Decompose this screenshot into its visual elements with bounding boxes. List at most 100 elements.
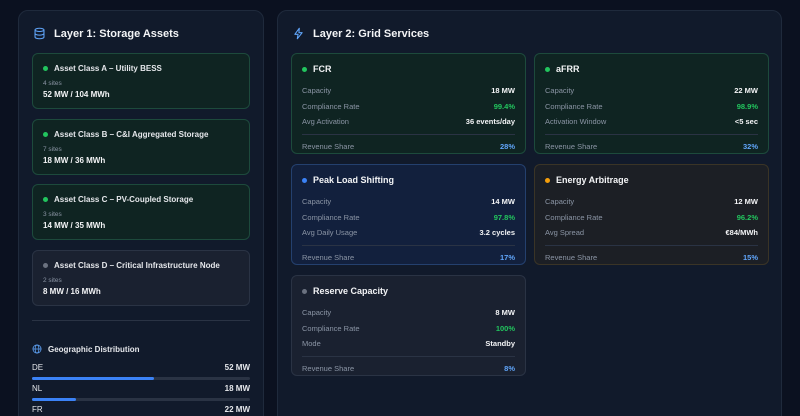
service-name: FCR: [313, 64, 332, 74]
revenue-share-label: Revenue Share: [302, 252, 355, 262]
divider: [32, 320, 250, 321]
metric-label: Capacity: [302, 308, 332, 318]
metric-value: 96.2%: [736, 212, 758, 222]
geo-row-de: DE 52 MW: [32, 363, 250, 380]
metric-label: Compliance Rate: [545, 101, 603, 111]
revenue-share-value: 8%: [504, 363, 515, 373]
geo-row-fr: FR 22 MW: [32, 405, 250, 416]
lightning-icon: [294, 27, 303, 40]
service-card-peak-load-shifting[interactable]: Peak Load Shifting Capacity 14 MW Complia…: [291, 164, 526, 265]
service-card-energy-arbitrage[interactable]: Energy Arbitrage Capacity 12 MW Complianc…: [534, 164, 769, 265]
asset-name: Asset Class A – Utility BESS: [54, 64, 162, 73]
asset-sites: 4 sites: [43, 80, 62, 87]
asset-capacity: 52 MW / 104 MWh: [43, 90, 110, 99]
metric-label: Compliance Rate: [302, 212, 360, 222]
metric-label: Capacity: [545, 197, 575, 207]
storage-assets-panel: Layer 1: Storage Assets Asset Class A – …: [18, 10, 264, 416]
service-name: Reserve Capacity: [313, 286, 389, 296]
status-dot: [545, 177, 550, 183]
metric-label: Activation Window: [545, 117, 607, 127]
metric-label: Capacity: [302, 86, 332, 96]
service-card-fcr[interactable]: FCR Capacity 18 MW Compliance Rate 99.4% A…: [291, 53, 526, 154]
status-dot: [43, 197, 48, 202]
service-card-afrr[interactable]: aFRR Capacity 22 MW Compliance Rate 98.9% …: [534, 53, 769, 154]
divider: [302, 355, 515, 357]
geo-row-nl: NL 18 MW: [32, 384, 250, 401]
status-dot: [302, 177, 307, 183]
asset-capacity: 8 MW / 16 MWh: [43, 287, 101, 296]
asset-name: Asset Class C – PV-Coupled Storage: [54, 195, 194, 204]
status-dot: [302, 66, 307, 72]
status-dot: [302, 288, 307, 294]
status-dot: [43, 263, 48, 268]
divider: [302, 244, 515, 246]
storage-assets-title: Layer 1: Storage Assets: [33, 27, 179, 40]
country-label: FR: [32, 405, 43, 414]
revenue-share-label: Revenue Share: [302, 363, 355, 373]
revenue-share-value: 15%: [742, 252, 758, 262]
metric-label: Compliance Rate: [545, 212, 603, 222]
divider: [302, 133, 515, 135]
metric-label: Mode: [302, 339, 321, 349]
metric-label: Avg Daily Usage: [302, 228, 358, 238]
asset-card-d[interactable]: Asset Class D – Critical Infrastructure …: [32, 250, 250, 306]
metric-value: 97.8%: [493, 212, 515, 222]
revenue-share-label: Revenue Share: [302, 141, 355, 151]
status-dot: [43, 66, 48, 71]
revenue-share-label: Revenue Share: [545, 141, 598, 151]
asset-name: Asset Class B – C&I Aggregated Storage: [54, 130, 209, 139]
geo-bar-fill: [32, 377, 155, 380]
metric-value: €84/MWh: [725, 228, 758, 238]
grid-services-title: Layer 2: Grid Services: [292, 27, 429, 40]
asset-card-a[interactable]: Asset Class A – Utility BESS 4 sites 52 …: [32, 53, 250, 109]
metric-label: Compliance Rate: [302, 323, 360, 333]
asset-card-b[interactable]: Asset Class B – C&I Aggregated Storage 7…: [32, 119, 250, 175]
metric-value: 8 MW: [495, 308, 515, 318]
service-card-reserve-capacity[interactable]: Reserve Capacity Capacity 8 MW Compliance…: [291, 275, 526, 376]
asset-card-c[interactable]: Asset Class C – PV-Coupled Storage 3 sit…: [32, 184, 250, 240]
metric-value: Standby: [485, 339, 515, 349]
metric-label: Capacity: [302, 197, 332, 207]
revenue-share-value: 32%: [742, 141, 758, 151]
grid-services-panel: Layer 2: Grid Services FCR Capacity 18 MW…: [277, 10, 782, 416]
metric-value: 14 MW: [491, 197, 515, 207]
service-name: Peak Load Shifting: [313, 175, 395, 185]
geo-title-text: Geographic Distribution: [48, 344, 140, 354]
metric-value: 98.9%: [736, 101, 758, 111]
country-label: DE: [32, 363, 44, 372]
globe-icon: [32, 344, 42, 354]
divider: [545, 133, 758, 135]
metric-label: Avg Spread: [545, 228, 585, 238]
revenue-share-label: Revenue Share: [545, 252, 598, 262]
revenue-share-value: 17%: [499, 252, 515, 262]
service-name: Energy Arbitrage: [556, 175, 629, 185]
grid-services-title-text: Layer 2: Grid Services: [313, 27, 430, 40]
storage-assets-title-text: Layer 1: Storage Assets: [54, 27, 179, 40]
service-name: aFRR: [556, 64, 580, 74]
metric-value: 12 MW: [734, 197, 758, 207]
geo-bar-fill: [32, 398, 76, 401]
status-dot: [545, 66, 550, 72]
metric-value: <5 sec: [734, 117, 758, 127]
metric-value: 99.4%: [493, 101, 515, 111]
database-icon: [34, 27, 45, 40]
country-mw: 52 MW: [224, 363, 250, 372]
asset-sites: 2 sites: [43, 277, 62, 284]
asset-name: Asset Class D – Critical Infrastructure …: [54, 261, 220, 270]
geo-distribution-title: Geographic Distribution: [32, 344, 140, 354]
metric-value: 36 events/day: [465, 117, 515, 127]
country-mw: 18 MW: [224, 384, 250, 393]
metric-value: 18 MW: [491, 86, 515, 96]
metric-label: Avg Activation: [302, 117, 349, 127]
status-dot: [43, 132, 48, 137]
metric-label: Compliance Rate: [302, 101, 360, 111]
country-mw: 22 MW: [224, 405, 250, 414]
country-label: NL: [32, 384, 43, 393]
metric-label: Capacity: [545, 86, 575, 96]
asset-sites: 3 sites: [43, 211, 62, 218]
geo-bar-track: [32, 398, 250, 401]
revenue-share-value: 28%: [499, 141, 515, 151]
metric-value: 100%: [495, 323, 515, 333]
asset-capacity: 14 MW / 35 MWh: [43, 221, 106, 230]
geo-bar-track: [32, 377, 250, 380]
